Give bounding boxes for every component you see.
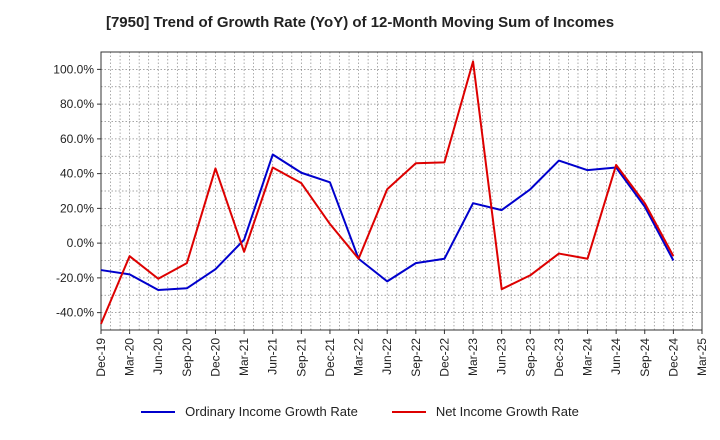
series-layer xyxy=(100,60,675,325)
x-tick-label: Sep-22 xyxy=(409,338,423,377)
y-tick-label: 20.0% xyxy=(60,201,94,215)
chart-title: [7950] Trend of Growth Rate (YoY) of 12-… xyxy=(105,14,615,31)
x-tick-label: Jun-23 xyxy=(495,338,509,375)
legend-swatch-ordinary-income xyxy=(141,410,176,413)
x-tick-label: Sep-21 xyxy=(294,338,308,377)
x-tick-label: Sep-23 xyxy=(523,338,537,377)
plot-frame xyxy=(100,51,703,331)
x-tick-label: Jun-24 xyxy=(609,338,623,375)
x-tick-label: Dec-22 xyxy=(437,338,451,377)
legend: Ordinary Income Growth Rate Net Income G… xyxy=(0,404,720,419)
y-tick-label: -40.0% xyxy=(56,306,94,320)
y-tick-label: 60.0% xyxy=(60,132,94,146)
grid xyxy=(100,51,702,331)
y-axis: -40.0% -20.0% 0.0% 20.0% 40.0% 60.0% 80.0% 100.… xyxy=(53,62,101,320)
x-tick-label: Sep-20 xyxy=(180,338,194,377)
y-tick-label: 100.0% xyxy=(53,62,94,76)
x-tick-label: Dec-20 xyxy=(208,338,222,377)
x-tick-label: Dec-19 xyxy=(94,338,108,377)
legend-item-ordinary-income: Ordinary Income Growth Rate xyxy=(141,404,358,419)
x-tick-label: Sep-24 xyxy=(638,338,652,377)
y-tick-label: 80.0% xyxy=(60,97,94,111)
x-tick-label: Mar-22 xyxy=(352,338,366,376)
legend-label-net-income: Net Income Growth Rate xyxy=(435,404,579,419)
x-axis: Dec-19 Mar-20 Jun-20 Sep-20 Dec-20 Mar-21 Jun-… xyxy=(94,330,709,377)
x-tick-label: Jun-20 xyxy=(151,338,165,375)
x-tick-label: Mar-23 xyxy=(466,338,480,376)
legend-item-net-income: Net Income Growth Rate xyxy=(391,404,579,419)
x-tick-label: Jun-22 xyxy=(380,338,394,375)
x-tick-label: Mar-20 xyxy=(123,338,137,376)
legend-swatch-net-income xyxy=(391,410,426,413)
x-tick-label: Dec-24 xyxy=(666,338,680,377)
y-tick-label: -20.0% xyxy=(56,271,94,285)
x-tick-label: Jun-21 xyxy=(266,338,280,375)
x-tick-label: Mar-21 xyxy=(237,338,251,376)
x-tick-label: Dec-23 xyxy=(552,338,566,377)
y-tick-label: 40.0% xyxy=(60,167,94,181)
x-tick-label: Mar-25 xyxy=(695,338,709,376)
legend-label-ordinary-income: Ordinary Income Growth Rate xyxy=(185,404,358,419)
x-tick-label: Dec-21 xyxy=(323,338,337,377)
y-tick-label: 0.0% xyxy=(67,236,95,250)
x-tick-label: Mar-24 xyxy=(581,338,595,376)
